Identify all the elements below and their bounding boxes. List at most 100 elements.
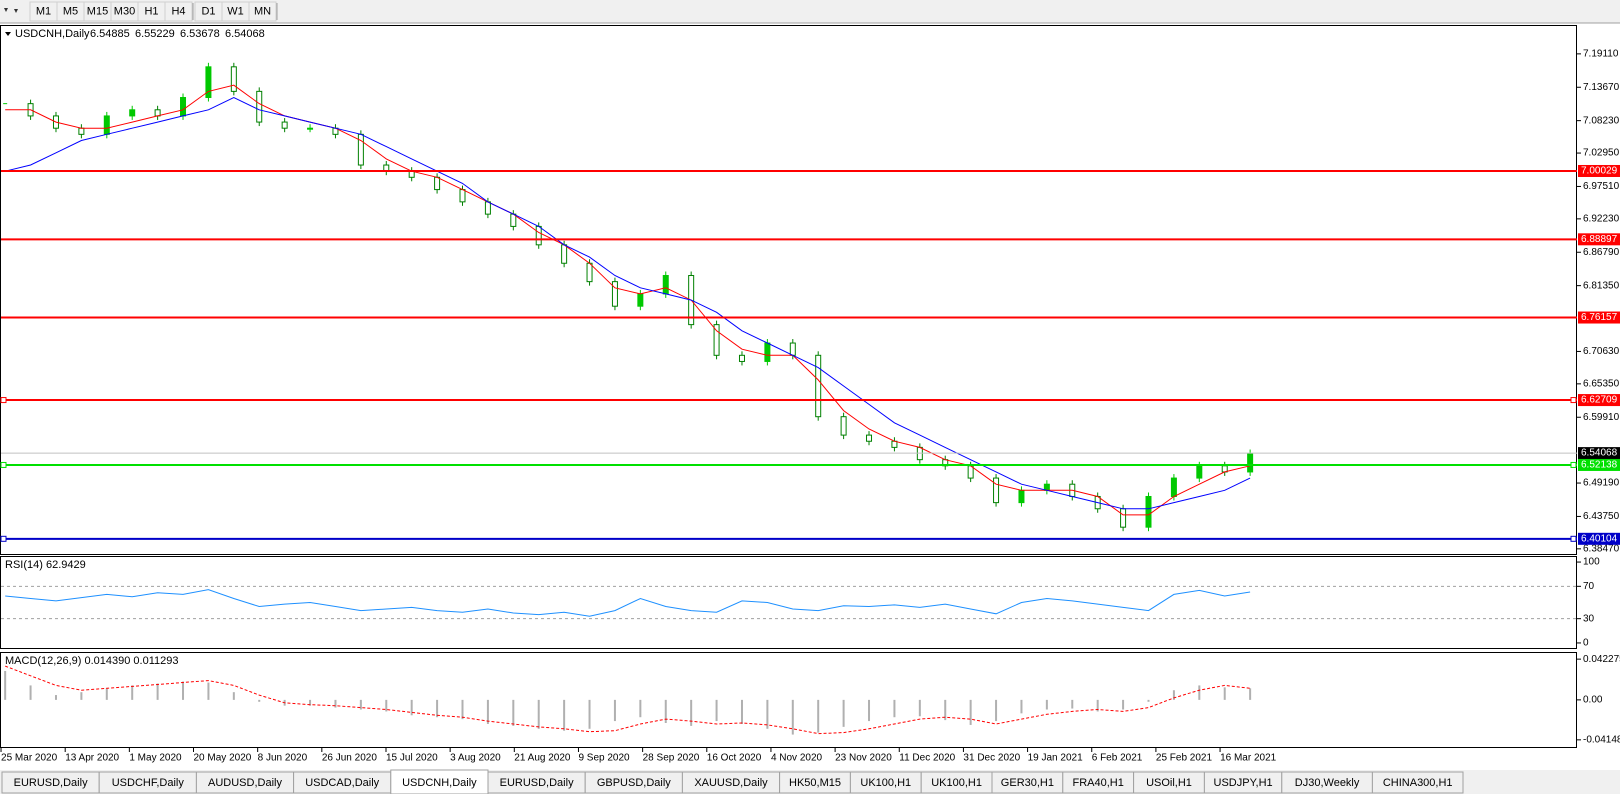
macd-bar: [817, 699, 820, 733]
candle-body: [535, 225, 542, 246]
x-tick-label: 31 Dec 2020: [963, 753, 1020, 764]
candle-body: [103, 115, 110, 135]
macd-bar: [105, 688, 108, 700]
x-tick-label: 26 Jun 2020: [322, 753, 377, 764]
candle-body: [561, 244, 568, 264]
y-tick-label: 6.70630: [1583, 346, 1620, 357]
macd-bar: [1147, 699, 1150, 702]
macd-bar: [1045, 699, 1048, 710]
macd-bar: [1071, 699, 1074, 709]
macd-bar: [1223, 687, 1226, 700]
candle-body: [205, 66, 212, 99]
x-tick-label: 8 Jun 2020: [258, 753, 308, 764]
tab-label[interactable]: XAUUSD,Daily: [694, 777, 768, 789]
level-handle[interactable]: [0, 461, 7, 468]
tab-label[interactable]: USDCNH,Daily: [402, 777, 477, 789]
candle-body: [1120, 508, 1127, 528]
period-label[interactable]: W1: [227, 5, 244, 17]
level-price-label: 6.62709: [1581, 395, 1618, 406]
quote-value: 6.54068: [225, 28, 265, 40]
quote-value: 6.55229: [135, 28, 175, 40]
candle-body: [993, 477, 1000, 504]
macd-bar: [868, 699, 871, 722]
level-price-box: [1578, 458, 1620, 471]
period-label[interactable]: MN: [254, 5, 271, 17]
tab-label[interactable]: GER30,H1: [1001, 777, 1054, 789]
tab-label[interactable]: FRA40,H1: [1073, 777, 1124, 789]
macd-bar: [1020, 699, 1023, 714]
level-handle[interactable]: [1570, 397, 1577, 404]
macd-bar: [690, 699, 693, 726]
tab-label[interactable]: USDJPY,H1: [1214, 777, 1273, 789]
y-tick-label: 6.49190: [1583, 478, 1620, 489]
level-handle[interactable]: [0, 397, 7, 404]
level-handle[interactable]: [1570, 535, 1577, 542]
tab-label[interactable]: UK100,H1: [931, 777, 982, 789]
x-tick-label: 3 Aug 2020: [450, 753, 501, 764]
macd-bar: [537, 699, 540, 729]
macd-bar: [359, 699, 362, 710]
period-label[interactable]: M1: [36, 5, 51, 17]
macd-bar: [588, 699, 591, 729]
candle-body: [357, 133, 364, 166]
level-price-box: [1578, 164, 1620, 177]
tab-label[interactable]: CHINA300,H1: [1383, 777, 1453, 789]
level-handle[interactable]: [0, 535, 7, 542]
period-label[interactable]: M5: [63, 5, 78, 17]
level-handle[interactable]: [1570, 461, 1577, 468]
candle-body: [484, 201, 491, 215]
candle-body: [1196, 465, 1203, 479]
tab-label[interactable]: USDCAD,Daily: [305, 777, 379, 789]
tab-label[interactable]: GBPUSD,Daily: [597, 777, 671, 789]
x-tick-label: 4 Nov 2020: [771, 753, 823, 764]
quote-value: 6.54885: [90, 28, 130, 40]
tab-label[interactable]: EURUSD,Daily: [500, 777, 574, 789]
macd-bar: [664, 699, 667, 724]
toolbar-icon[interactable]: [4, 8, 18, 13]
period-label[interactable]: H4: [171, 5, 185, 17]
moving-average: [5, 84, 1251, 516]
candle-body: [1247, 453, 1254, 473]
tab-label[interactable]: DJ30,Weekly: [1295, 777, 1360, 789]
candle-body: [891, 440, 898, 448]
macd-bar: [918, 699, 921, 717]
candle-body: [866, 434, 873, 442]
y-tick-label: 0.00: [1583, 695, 1603, 706]
macd-bar: [410, 699, 413, 716]
macd-bar: [1249, 688, 1252, 700]
toolbar: [0, 0, 1620, 23]
tab-label[interactable]: UK100,H1: [860, 777, 911, 789]
chart-menu-arrow[interactable]: [5, 32, 11, 36]
candle-body: [586, 262, 593, 283]
candle-body: [789, 342, 796, 356]
y-tick-label: 7.02950: [1583, 148, 1620, 159]
tab-label[interactable]: USDCHF,Daily: [112, 777, 185, 789]
level-price-box: [1578, 311, 1620, 324]
period-label[interactable]: H1: [144, 5, 158, 17]
rsi-panel: [0, 556, 1577, 649]
tab-label[interactable]: HK50,M15: [789, 777, 841, 789]
tab-label[interactable]: AUDUSD,Daily: [208, 777, 282, 789]
macd-bar: [1198, 685, 1201, 700]
x-tick-label: 20 May 2020: [194, 753, 252, 764]
x-tick-label: 25 Feb 2021: [1156, 753, 1213, 764]
period-button[interactable]: [248, 1, 277, 22]
y-tick-label: 6.43750: [1583, 511, 1620, 522]
tab[interactable]: [1371, 771, 1464, 794]
level-price-label: 6.52138: [1581, 460, 1618, 471]
y-tick-label: 6.86790: [1583, 247, 1620, 258]
y-tick-label: 0: [1583, 638, 1589, 649]
tab-label[interactable]: EURUSD,Daily: [14, 777, 88, 789]
x-tick-label: 6 Feb 2021: [1092, 753, 1143, 764]
tab-label[interactable]: USOil,H1: [1146, 777, 1192, 789]
macd-bar: [182, 681, 185, 700]
period-label[interactable]: D1: [201, 5, 215, 17]
period-button[interactable]: [164, 1, 193, 22]
y-tick-label: 6.59910: [1583, 412, 1620, 423]
y-tick-label: -0.04148: [1583, 734, 1620, 745]
macd-bar: [1172, 690, 1175, 700]
candle-body: [713, 324, 720, 356]
macd-bar: [842, 699, 845, 727]
period-label[interactable]: M30: [114, 5, 135, 17]
period-label[interactable]: M15: [87, 5, 108, 17]
